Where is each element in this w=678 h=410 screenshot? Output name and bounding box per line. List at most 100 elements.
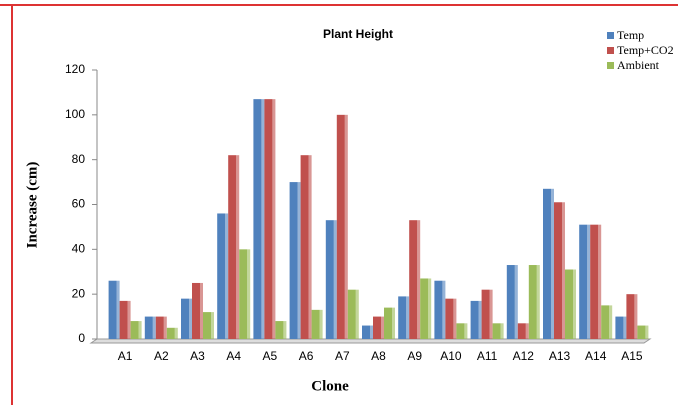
bar	[119, 300, 128, 339]
bar-side	[272, 99, 276, 340]
bar-side	[406, 296, 410, 339]
bar	[253, 99, 262, 340]
bar-side	[525, 323, 529, 339]
bar	[217, 213, 226, 339]
floor	[89, 338, 652, 344]
bar	[420, 278, 429, 339]
x-tick-label: A14	[585, 349, 607, 363]
bar-side	[634, 294, 638, 339]
bar	[362, 325, 370, 339]
bar-side	[297, 182, 301, 339]
bar-side	[598, 224, 602, 339]
bar	[130, 321, 139, 339]
x-tick-label: A8	[371, 349, 386, 363]
bar-side	[138, 321, 142, 339]
bar	[434, 280, 443, 339]
x-tick-label: A7	[335, 349, 350, 363]
bar	[336, 114, 345, 339]
bar-side	[587, 224, 591, 339]
bar-side	[236, 155, 240, 339]
bar-side	[127, 300, 131, 339]
x-tick-label: A3	[190, 349, 205, 363]
x-tick-label: A6	[299, 349, 314, 363]
y-tick-label: 40	[72, 242, 86, 256]
bar	[506, 265, 515, 339]
bar	[347, 289, 356, 339]
bar	[373, 316, 381, 339]
bar	[181, 298, 189, 339]
bar-side	[645, 325, 649, 339]
y-tick-label: 80	[72, 152, 86, 166]
bar-side	[261, 99, 265, 340]
legend-label: Temp	[617, 28, 644, 42]
bar	[615, 316, 624, 339]
bar	[300, 155, 309, 339]
bar	[384, 307, 392, 339]
bar-side	[489, 289, 493, 339]
y-tick-label: 0	[78, 331, 85, 345]
x-tick-label: A10	[440, 349, 462, 363]
bar-side	[200, 282, 203, 339]
legend-swatch	[607, 62, 614, 69]
bar-side	[247, 249, 251, 339]
bar	[398, 296, 407, 339]
bar-side	[211, 312, 214, 339]
legend-label: Temp+CO2	[617, 43, 674, 57]
bar-side	[392, 307, 395, 339]
bar	[228, 155, 237, 339]
bar-side	[283, 321, 287, 339]
bar	[481, 289, 490, 339]
bar	[311, 309, 320, 339]
bar-side	[189, 298, 192, 339]
y-tick-label: 100	[65, 107, 85, 121]
bar-side	[381, 316, 384, 339]
y-tick-label: 60	[72, 197, 86, 211]
x-tick-label: A9	[407, 349, 422, 363]
bar	[517, 323, 526, 339]
x-tick-label: A15	[621, 349, 643, 363]
bar-side	[573, 269, 576, 339]
bar	[155, 316, 164, 339]
bar	[192, 282, 200, 339]
bar-side	[370, 325, 373, 339]
bar	[325, 220, 334, 339]
bar	[470, 300, 479, 339]
bar-side	[344, 114, 348, 339]
bar	[543, 188, 551, 339]
legend-label: Ambient	[617, 58, 660, 72]
x-tick-label: A4	[226, 349, 241, 363]
bar-side	[551, 188, 554, 339]
bar	[108, 280, 117, 339]
bar-side	[500, 323, 504, 339]
x-tick-label: A12	[513, 349, 535, 363]
x-tick-label: A2	[154, 349, 169, 363]
bar-side	[536, 265, 540, 339]
bar	[492, 323, 501, 339]
x-axis-label: Clone	[311, 378, 349, 394]
bar	[579, 224, 588, 339]
bar	[601, 305, 610, 339]
bar	[166, 327, 175, 339]
bar	[565, 269, 573, 339]
bar-side	[464, 323, 468, 339]
bar-side	[174, 327, 178, 339]
x-tick-label: A5	[263, 349, 278, 363]
y-tick-label: 20	[72, 286, 86, 300]
bar-side	[417, 220, 421, 339]
bar	[445, 298, 454, 339]
bar-side	[514, 265, 518, 339]
legend-swatch	[607, 47, 614, 54]
bar	[144, 316, 153, 339]
bar	[554, 202, 562, 339]
bar	[409, 220, 418, 339]
bar-side	[609, 305, 613, 339]
bar	[275, 321, 284, 339]
bar	[590, 224, 599, 339]
bar	[626, 294, 635, 339]
bar	[637, 325, 646, 339]
bar-side	[428, 278, 432, 339]
bar-side	[355, 289, 359, 339]
bar	[528, 265, 537, 339]
y-axis-label: Increase (cm)	[24, 162, 40, 249]
bar-side	[562, 202, 565, 339]
